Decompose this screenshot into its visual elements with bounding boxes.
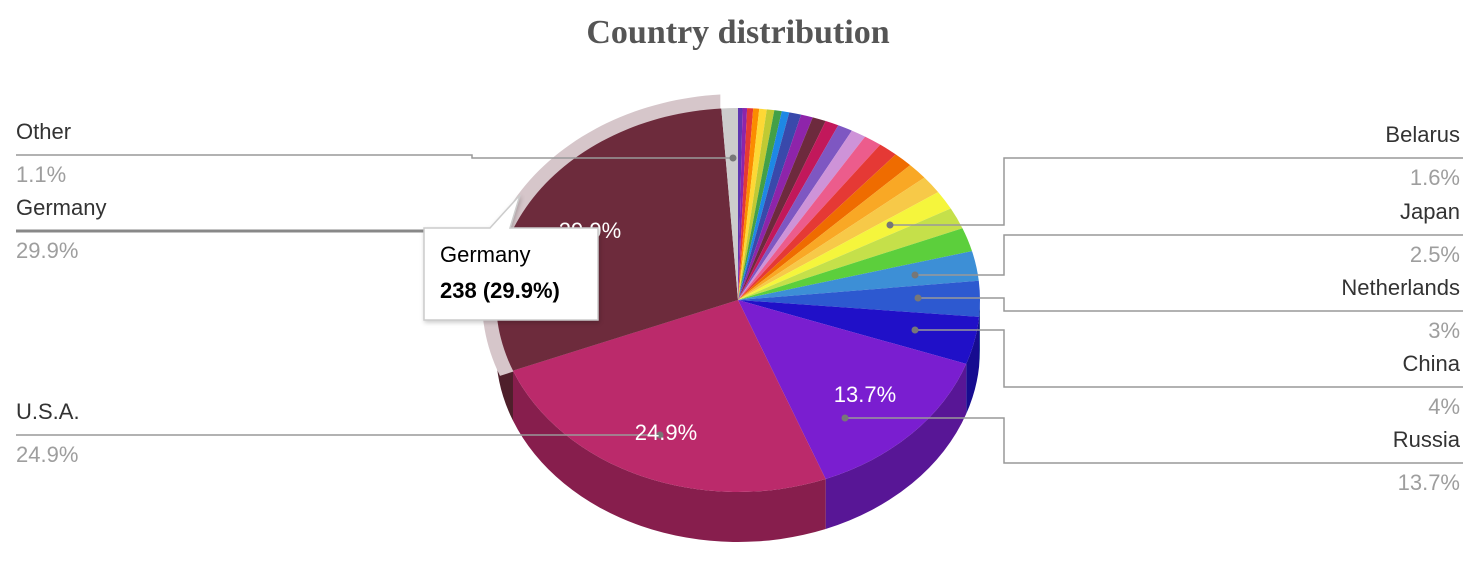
slice (738, 130, 866, 300)
slice (738, 251, 979, 300)
slice (738, 208, 963, 300)
leader-line (915, 329, 1463, 388)
legend-value: 29.9% (16, 238, 78, 263)
leader-line (918, 297, 1463, 312)
slice (738, 111, 790, 300)
data-label: 13.7% (834, 382, 896, 407)
slice (738, 228, 973, 300)
leader-dot (914, 294, 922, 302)
slice (738, 110, 782, 300)
legend-value: 1.6% (1410, 165, 1460, 190)
slice (738, 108, 767, 301)
slice (738, 125, 852, 301)
data-label: 24.9% (635, 420, 697, 445)
tooltip-title: Germany (440, 242, 530, 267)
legend-value: 2.5% (1410, 242, 1460, 267)
legend-label: Other (16, 119, 71, 144)
slice-side (979, 300, 980, 367)
slice (738, 108, 754, 301)
slice (738, 108, 760, 300)
leader-dot (729, 154, 737, 162)
leader-line (890, 157, 1463, 226)
leader-line (915, 234, 1463, 276)
slice (738, 300, 980, 364)
slice-side (825, 363, 967, 529)
slice (738, 108, 743, 300)
leader-line (16, 154, 733, 159)
legend-value: 24.9% (16, 442, 78, 467)
legend-label: China (1403, 351, 1461, 376)
slice (512, 300, 826, 492)
legend-value: 13.7% (1398, 470, 1460, 495)
leader-dot (911, 326, 919, 334)
tooltip-value: 238 (29.9%) (440, 278, 560, 303)
legend-label: Belarus (1385, 122, 1460, 147)
slice (738, 165, 925, 300)
slice (738, 300, 967, 479)
legend-label: Russia (1393, 427, 1461, 452)
tooltip: Germany 238 (29.9%) (423, 194, 599, 321)
leader-dot (886, 221, 894, 229)
legend-label: Germany (16, 195, 106, 220)
slice (738, 114, 813, 300)
chart-title: Country distribution (586, 14, 889, 51)
leader-dot (841, 414, 849, 422)
slice (738, 108, 748, 300)
slice-side (966, 316, 980, 414)
legend-label: Netherlands (1341, 275, 1460, 300)
slice (738, 112, 802, 300)
tooltip-box (423, 194, 599, 321)
legend-label: U.S.A. (16, 399, 80, 424)
leader-dot (656, 431, 664, 439)
slice (738, 117, 826, 300)
slice (738, 144, 896, 300)
slice (738, 177, 939, 300)
legend-label: Japan (1400, 199, 1460, 224)
leader-line (845, 417, 1463, 464)
slice (738, 192, 951, 300)
legend-value: 1.1% (16, 162, 66, 187)
slice (738, 121, 839, 300)
legend-value: 4% (1428, 394, 1460, 419)
leader-dot (911, 271, 919, 279)
slice (738, 154, 911, 300)
slice (738, 136, 881, 300)
legend-value: 3% (1428, 318, 1460, 343)
slice (738, 280, 980, 317)
slice-side (512, 370, 826, 542)
slice (738, 109, 775, 300)
